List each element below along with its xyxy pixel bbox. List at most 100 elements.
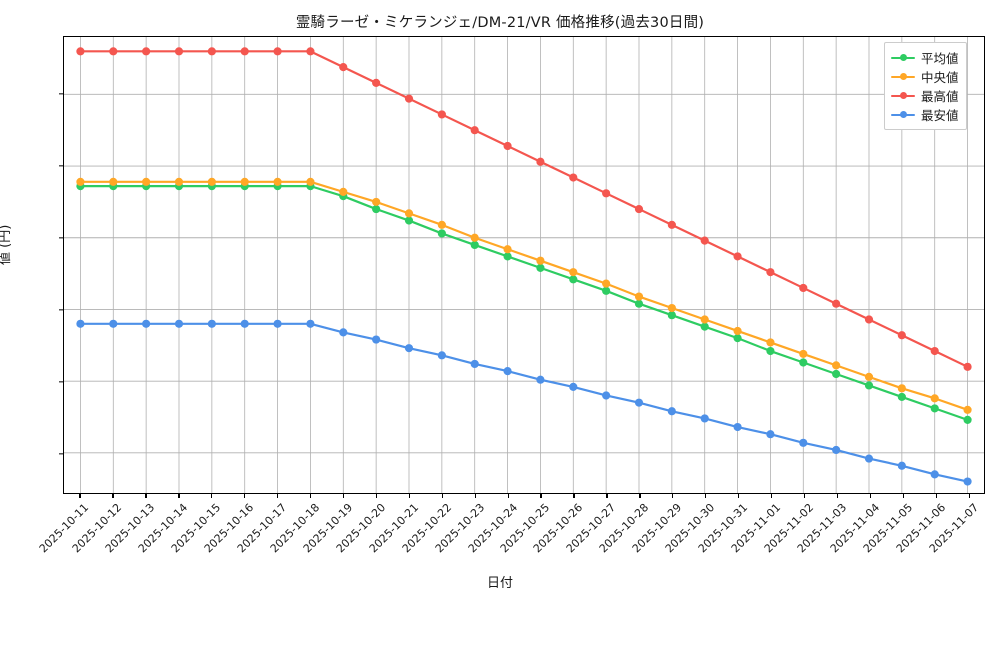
data-point [306,47,315,56]
data-point [536,375,545,384]
y-tick-mark [59,453,63,455]
legend-label: 中央値 [921,70,959,85]
data-point [700,322,709,331]
data-point [207,319,216,328]
data-point [799,358,808,367]
legend-label: 最安値 [921,108,959,123]
x-tick-mark [935,494,937,498]
data-point [404,216,414,225]
data-point [832,445,841,455]
y-axis-label: 値 (円) [0,224,13,265]
data-point [142,177,151,186]
data-point [109,177,118,186]
data-point [142,319,151,328]
data-point [404,209,414,218]
data-point [372,335,381,344]
data-point [602,189,611,198]
x-tick-mark [738,494,740,498]
data-point [536,263,545,272]
x-tick-mark [145,494,147,498]
x-tick-mark [573,494,575,498]
series-line [79,322,969,483]
x-tick-mark [705,494,707,498]
data-point [404,344,414,353]
legend-item[interactable]: 最安値 [891,105,959,124]
x-tick-mark [606,494,608,498]
x-tick-mark [441,494,443,498]
data-point [897,331,906,340]
data-point [634,292,644,301]
y-tick-mark [59,308,63,311]
data-point [766,268,775,277]
data-point [832,369,841,379]
data-point [339,63,348,72]
legend-item[interactable]: 中央値 [891,67,959,86]
data-point [109,47,118,56]
data-point [602,391,611,400]
x-tick-mark [474,494,476,498]
data-point [897,384,906,393]
legend-item[interactable]: 平均値 [891,48,959,67]
data-point [569,173,578,182]
data-point [470,126,479,135]
data-point [174,319,184,328]
x-axis-label: 日付 [486,576,513,591]
data-point [372,197,381,206]
data-point [897,392,906,402]
data-point [667,311,676,320]
data-point [536,157,545,166]
data-point [963,405,972,414]
legend-item[interactable]: 最高値 [891,86,959,105]
data-point [536,256,545,265]
data-point [569,275,578,284]
data-point [766,346,775,356]
data-point [930,404,939,413]
data-point [667,220,676,229]
data-point [273,319,282,328]
data-point [799,438,808,447]
x-tick-mark [869,494,872,498]
data-point [733,252,742,261]
data-point [306,177,315,186]
y-tick-mark [59,381,63,383]
data-point [437,351,446,360]
x-tick-mark [507,494,509,498]
data-point [76,47,85,56]
gridlines [64,37,984,493]
data-point [372,78,381,87]
data-point [76,319,85,328]
data-point [240,47,249,56]
data-point [339,328,348,337]
legend-label: 平均値 [921,51,959,66]
data-point [339,187,348,196]
data-point [240,177,249,186]
data-point [372,204,381,214]
series-line [79,50,969,368]
x-tick-mark [79,494,81,498]
x-tick-mark [309,494,312,498]
data-point [634,398,644,407]
data-point [404,94,414,103]
data-point [832,299,841,308]
legend-marker-icon [891,109,915,121]
data-point [174,177,184,186]
x-tick-mark [211,494,213,498]
data-point [109,319,118,328]
data-point [897,461,906,470]
legend-marker-icon [891,52,915,64]
data-point [667,407,676,416]
x-tick-mark [342,494,345,498]
x-tick-mark [540,494,542,498]
data-point [733,422,742,432]
data-point [864,454,874,463]
data-point [503,252,512,261]
x-tick-mark [178,494,180,498]
data-point [569,382,578,391]
data-point [503,367,512,376]
data-point [930,470,939,479]
x-tick-mark [244,494,246,498]
data-point [864,372,874,381]
x-tick-mark [408,494,411,498]
data-point [470,233,479,242]
data-point [700,414,709,423]
